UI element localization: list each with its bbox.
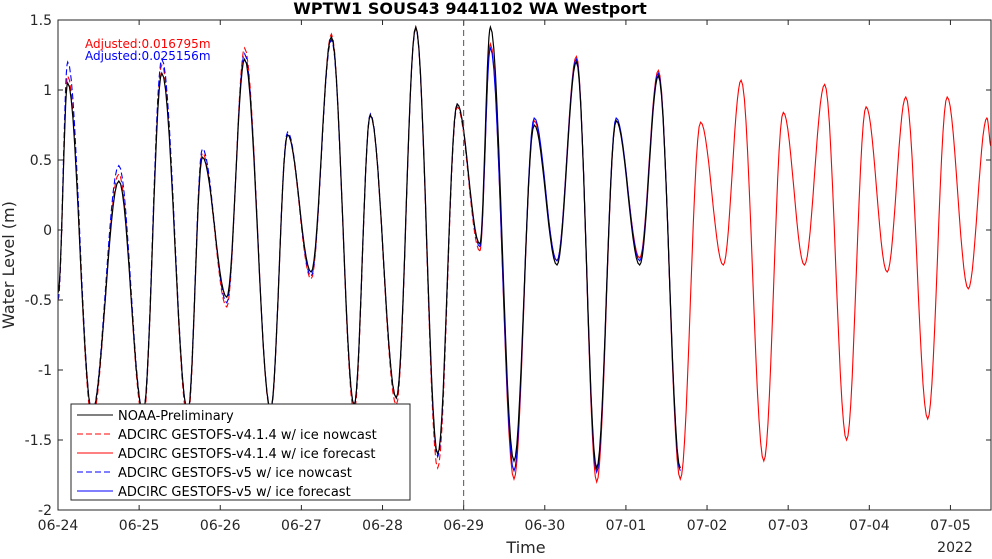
y-tick-label: 1 [43,83,52,99]
plot-frame [57,19,992,511]
y-tick-label: -0.5 [25,293,52,309]
series-layer [57,24,992,484]
series-line-4 [479,46,681,475]
series-line-0 [57,24,681,471]
x-tick-label: 06-28 [362,518,403,534]
chart-title: WPTW1 SOUS43 9441102 WA Westport [293,0,647,18]
x-tick-label: 06-25 [119,518,160,534]
adjustment-annotation: Adjusted:0.025156m [85,49,211,63]
x-tick-label: 07-05 [930,518,971,534]
axes-layer: -2 -1.5 -1 -0.5 0 0.5 1 1.5 06-24 06-25 06-26 06-27… [25,13,992,534]
y-tick-label: 1.5 [30,13,52,29]
adjustment-annotation: Adjusted:0.016795m [85,37,211,51]
y-tick-label: -1 [38,363,52,379]
legend-label: ADCIRC GESTOFS-v5 w/ ice forecast [118,485,351,500]
x-tick-label: 06-29 [443,518,484,534]
legend-box [70,403,411,501]
legend-label: ADCIRC GESTOFS-v4.1.4 w/ ice forecast [118,447,375,462]
legend-label: ADCIRC GESTOFS-v5 w/ ice nowcast [118,466,352,481]
y-axis-label: Water Level (m) [0,201,18,329]
x-tick-label: 07-04 [849,518,890,534]
legend-label: ADCIRC GESTOFS-v4.1.4 w/ ice nowcast [118,428,377,443]
x-year-label: 2022 [937,540,973,555]
x-tick-label: 06-24 [38,518,79,534]
legend: NOAA-Preliminary ADCIRC GESTOFS-v4.1.4 w/… [70,403,411,501]
y-tick-label: -1.5 [25,433,52,449]
x-tick-label: 06-27 [281,518,322,534]
x-tick-label: 06-30 [524,518,565,534]
legend-label: NOAA-Preliminary [118,409,234,424]
x-tick-label: 06-26 [200,518,241,534]
x-axis-label: Time [505,538,545,555]
x-tick-label: 07-03 [768,518,809,534]
y-tick-label: 0.5 [30,153,52,169]
y-tick-label: 0 [43,223,52,239]
series-line-1 [57,24,481,470]
series-line-2 [479,41,992,484]
y-tick-label: -2 [38,503,52,519]
x-tick-label: 07-01 [606,518,647,534]
series-line-3 [57,26,481,459]
x-tick-label: 07-02 [687,518,728,534]
